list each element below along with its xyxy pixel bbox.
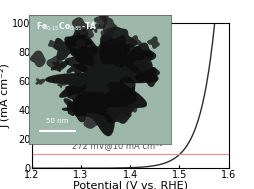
Y-axis label: J (mA cm⁻²): J (mA cm⁻²) — [1, 63, 11, 128]
Text: Fe$_{0.15}$Co$_{0.85}$-TA: Fe$_{0.15}$Co$_{0.85}$-TA — [36, 20, 98, 33]
Text: 272 mV@10 mA cm⁻²: 272 mV@10 mA cm⁻² — [72, 141, 163, 150]
X-axis label: Potential (V vs. RHE): Potential (V vs. RHE) — [73, 181, 188, 189]
Text: 50 nm: 50 nm — [46, 118, 69, 124]
